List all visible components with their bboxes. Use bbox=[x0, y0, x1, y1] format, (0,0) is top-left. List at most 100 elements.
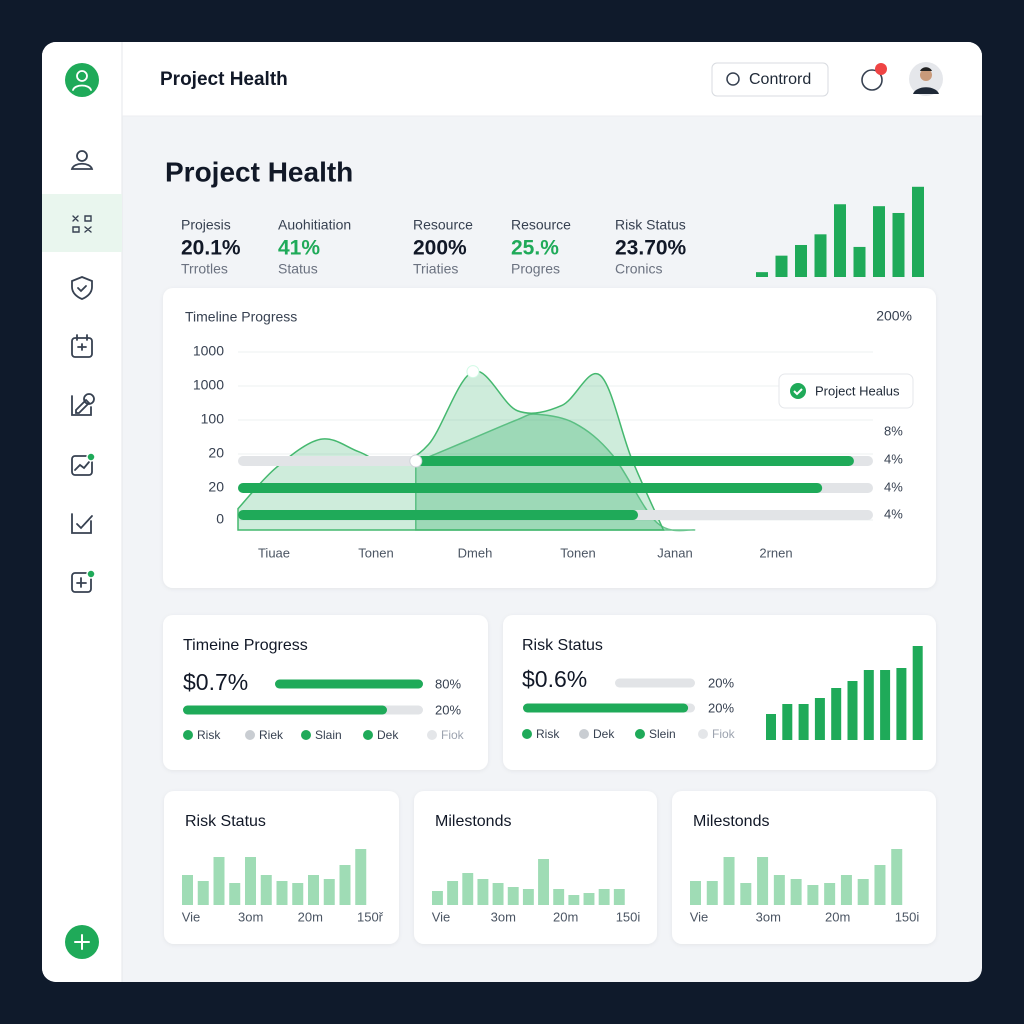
badge bbox=[875, 63, 887, 75]
legend-dot bbox=[579, 729, 589, 739]
bar bbox=[323, 879, 335, 905]
bar bbox=[355, 849, 367, 905]
y-label: 1000 bbox=[193, 377, 224, 393]
kpi-value: 25.% bbox=[511, 237, 559, 260]
bar bbox=[292, 883, 304, 905]
legend-dot bbox=[427, 730, 437, 740]
logo-head bbox=[76, 70, 88, 82]
progress-fill bbox=[415, 456, 854, 466]
x-label: Vie bbox=[690, 909, 709, 924]
nav-calendar[interactable] bbox=[71, 334, 93, 358]
nav-shield[interactable] bbox=[71, 276, 93, 300]
nav-tasks[interactable] bbox=[72, 215, 92, 233]
bar bbox=[824, 883, 836, 905]
legend-label: Slain bbox=[315, 728, 342, 742]
timeline-title: Timeline Progress bbox=[185, 309, 297, 325]
kpi-label: Risk Status bbox=[615, 217, 686, 233]
legend-label: Fiok bbox=[712, 727, 736, 741]
bar bbox=[853, 246, 866, 277]
bar bbox=[874, 865, 886, 905]
button-label[interactable]: Contrord bbox=[749, 71, 811, 88]
bar bbox=[706, 881, 718, 905]
legend-label: Riek bbox=[259, 728, 284, 742]
bell[interactable] bbox=[861, 69, 883, 91]
legend-dot bbox=[698, 729, 708, 739]
header-title: Project Health bbox=[160, 69, 288, 90]
progress-label: 20% bbox=[435, 702, 461, 717]
bar bbox=[690, 881, 701, 905]
legend-label: Dek bbox=[593, 727, 615, 741]
bar bbox=[538, 859, 549, 905]
x-label: 150i bbox=[616, 909, 641, 924]
bar bbox=[775, 255, 788, 277]
nav-edit[interactable] bbox=[71, 393, 95, 416]
bar bbox=[553, 889, 565, 905]
progress-fill bbox=[183, 705, 387, 715]
card-value: $0.6% bbox=[522, 666, 587, 692]
kpi-sub: Triaties bbox=[413, 261, 458, 277]
nav-chart[interactable] bbox=[71, 452, 96, 476]
logo-body bbox=[72, 84, 92, 91]
y-label: 20 bbox=[208, 445, 224, 461]
y-label: 0 bbox=[216, 511, 224, 527]
bar bbox=[568, 895, 580, 905]
bar bbox=[477, 879, 489, 905]
x-label: 20m bbox=[298, 909, 323, 924]
bar bbox=[740, 883, 752, 905]
bar bbox=[756, 272, 768, 277]
legend-icon bbox=[790, 383, 806, 399]
bar bbox=[912, 186, 924, 277]
x-label: Vie bbox=[432, 909, 451, 924]
legend-check bbox=[793, 388, 803, 396]
bar bbox=[891, 849, 903, 905]
bar bbox=[260, 875, 272, 905]
bar bbox=[757, 857, 769, 905]
y-label: 20 bbox=[208, 479, 224, 495]
sidebar-icons bbox=[42, 63, 122, 959]
nav-check[interactable] bbox=[71, 513, 93, 534]
legend-chip bbox=[778, 373, 914, 409]
legend-label: Fiok bbox=[441, 728, 465, 742]
bottom-card bbox=[164, 791, 399, 944]
x-label: 20m bbox=[553, 909, 578, 924]
bar bbox=[814, 698, 825, 740]
legend-dot bbox=[363, 730, 373, 740]
nav-add[interactable] bbox=[71, 569, 96, 593]
bar bbox=[790, 879, 802, 905]
kpi-label: Resource bbox=[511, 217, 571, 233]
kpi-label: Projesis bbox=[181, 217, 231, 233]
add-button[interactable] bbox=[65, 925, 99, 959]
legend-dot bbox=[635, 729, 645, 739]
bottom-card bbox=[414, 791, 657, 944]
progress-fill bbox=[238, 510, 639, 520]
button-frame[interactable] bbox=[711, 62, 829, 97]
right-label: 4% bbox=[884, 506, 903, 521]
avatar-face bbox=[920, 69, 932, 81]
x-label: 3om bbox=[756, 909, 781, 924]
bottom-card bbox=[672, 791, 936, 944]
sidebar bbox=[42, 42, 122, 982]
legend-dot bbox=[183, 730, 193, 740]
x-label: 150i bbox=[895, 909, 920, 924]
kpi-label: Auohitiation bbox=[278, 217, 351, 233]
avatar[interactable] bbox=[909, 62, 943, 96]
bar bbox=[432, 891, 443, 905]
y-label: 1000 bbox=[193, 343, 224, 359]
bar bbox=[831, 688, 842, 740]
kpi-sub: Cronics bbox=[615, 261, 662, 277]
notifications[interactable] bbox=[861, 63, 887, 91]
legend-dot bbox=[522, 729, 532, 739]
x-label: 3om bbox=[238, 909, 263, 924]
bar bbox=[798, 704, 809, 740]
progress-label: 20% bbox=[708, 675, 734, 690]
bar bbox=[857, 879, 869, 905]
header-button[interactable]: Contrord bbox=[711, 62, 829, 97]
legend-dot bbox=[245, 730, 255, 740]
bar bbox=[814, 234, 827, 277]
progress-dot bbox=[409, 454, 423, 468]
kpi-sub: Progres bbox=[511, 261, 560, 277]
bar bbox=[182, 875, 193, 905]
nav-profile[interactable] bbox=[70, 150, 94, 170]
